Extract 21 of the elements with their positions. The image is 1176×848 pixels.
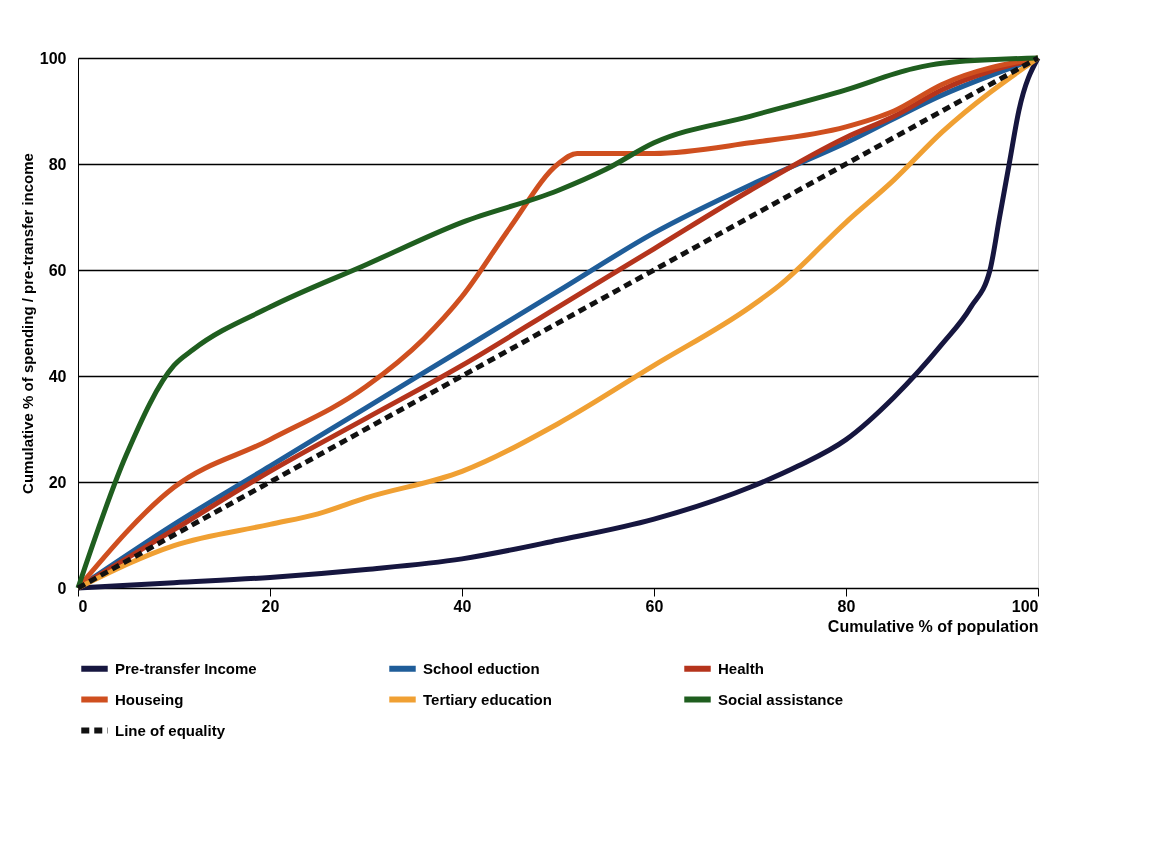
legend-label: Social assistance bbox=[718, 690, 844, 708]
legend-label: Houseing bbox=[115, 690, 184, 708]
x-tick-label: 80 bbox=[837, 597, 856, 615]
x-tick-label: 0 bbox=[78, 597, 88, 615]
legend-label: Pre-transfer Income bbox=[115, 659, 257, 677]
y-tick-label: 100 bbox=[39, 49, 67, 67]
x-tick-label: 100 bbox=[1011, 597, 1039, 615]
x-axis-title: Cumulative % of population bbox=[827, 617, 1039, 635]
legend-label: Tertiary education bbox=[423, 690, 552, 708]
legend-label: Health bbox=[718, 659, 764, 677]
y-axis-title: Cumulative % of spending / pre-transfer income bbox=[18, 153, 36, 494]
y-tick-label: 60 bbox=[48, 261, 67, 279]
y-tick-label: 80 bbox=[48, 155, 67, 173]
y-tick-label: 0 bbox=[57, 579, 67, 597]
x-tick-label: 20 bbox=[261, 597, 280, 615]
y-tick-label: 20 bbox=[48, 473, 67, 491]
y-tick-label: 40 bbox=[48, 367, 67, 385]
x-tick-label: 40 bbox=[453, 597, 472, 615]
legend-label: Line of equality bbox=[115, 721, 226, 739]
legend-label: School eduction bbox=[423, 659, 540, 677]
x-tick-label: 60 bbox=[645, 597, 664, 615]
